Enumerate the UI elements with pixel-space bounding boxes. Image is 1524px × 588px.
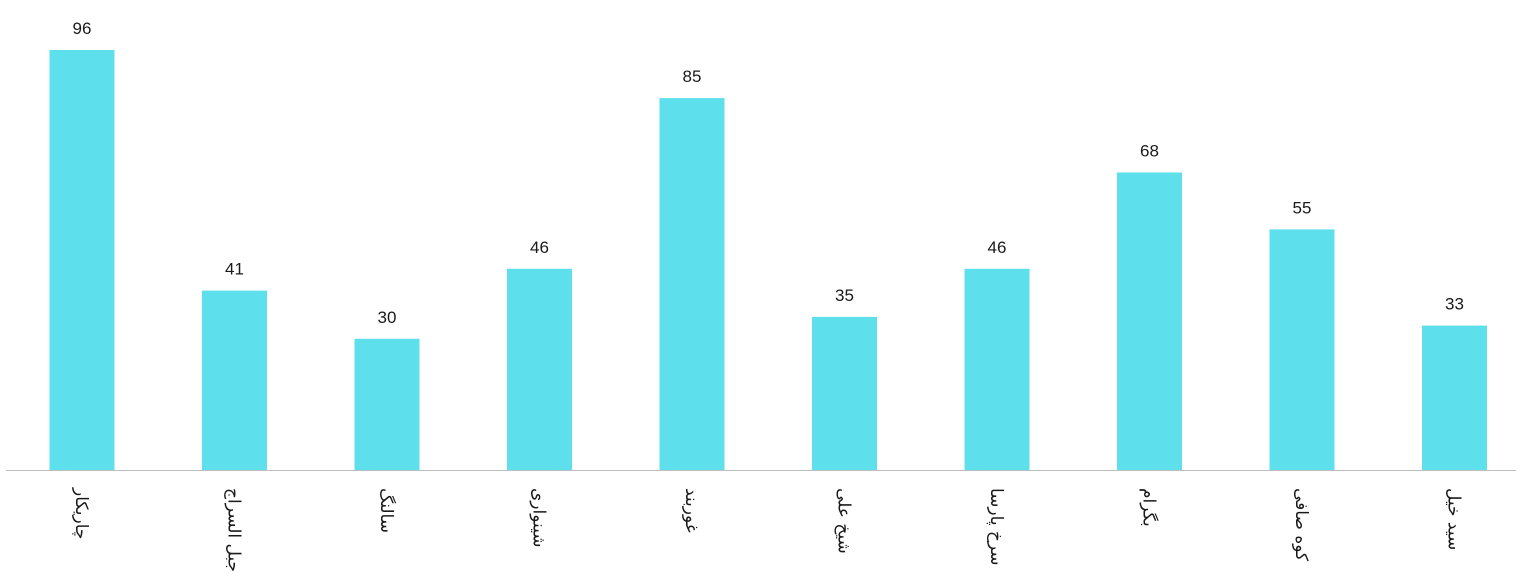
bar — [1117, 172, 1182, 470]
data-label: 41 — [225, 260, 244, 279]
x-tick-label: غوربند — [681, 488, 701, 533]
data-label: 46 — [988, 238, 1007, 257]
bar — [812, 316, 877, 470]
x-tick-label: سالنگ — [376, 488, 397, 533]
category-labels-group: چاریکار جبل السراج سالنگ شینواری غوربند شیخ ع… — [71, 487, 1464, 572]
data-label: 85 — [683, 67, 702, 86]
data-label: 55 — [1293, 198, 1312, 217]
data-label: 96 — [73, 19, 92, 38]
bar — [1269, 229, 1335, 470]
bar — [1422, 325, 1487, 470]
bar — [964, 268, 1030, 471]
data-label: 46 — [530, 238, 549, 257]
bar — [659, 98, 725, 470]
data-label: 68 — [1140, 142, 1159, 161]
x-tick-label: سرخ پارسا — [986, 488, 1006, 566]
x-tick-label: شیخ علی — [834, 488, 854, 554]
x-tick-label: جبل السراج — [224, 488, 244, 572]
x-tick-label: کوه صافی — [1291, 488, 1311, 562]
value-labels-group: 96 41 30 46 85 35 46 68 55 33 — [73, 19, 1464, 327]
data-label: 35 — [835, 286, 854, 305]
x-tick-label: چاریکار — [71, 487, 91, 539]
bars-group — [49, 50, 1487, 471]
data-label: 30 — [378, 308, 397, 327]
data-label: 33 — [1445, 295, 1464, 314]
bar — [354, 338, 420, 471]
bar — [49, 50, 115, 470]
bar — [507, 268, 572, 471]
x-tick-label: سید خیل — [1444, 488, 1464, 550]
x-tick-label: بگرام — [1139, 488, 1160, 527]
x-tick-label: شینواری — [529, 488, 549, 548]
bar — [202, 290, 267, 470]
